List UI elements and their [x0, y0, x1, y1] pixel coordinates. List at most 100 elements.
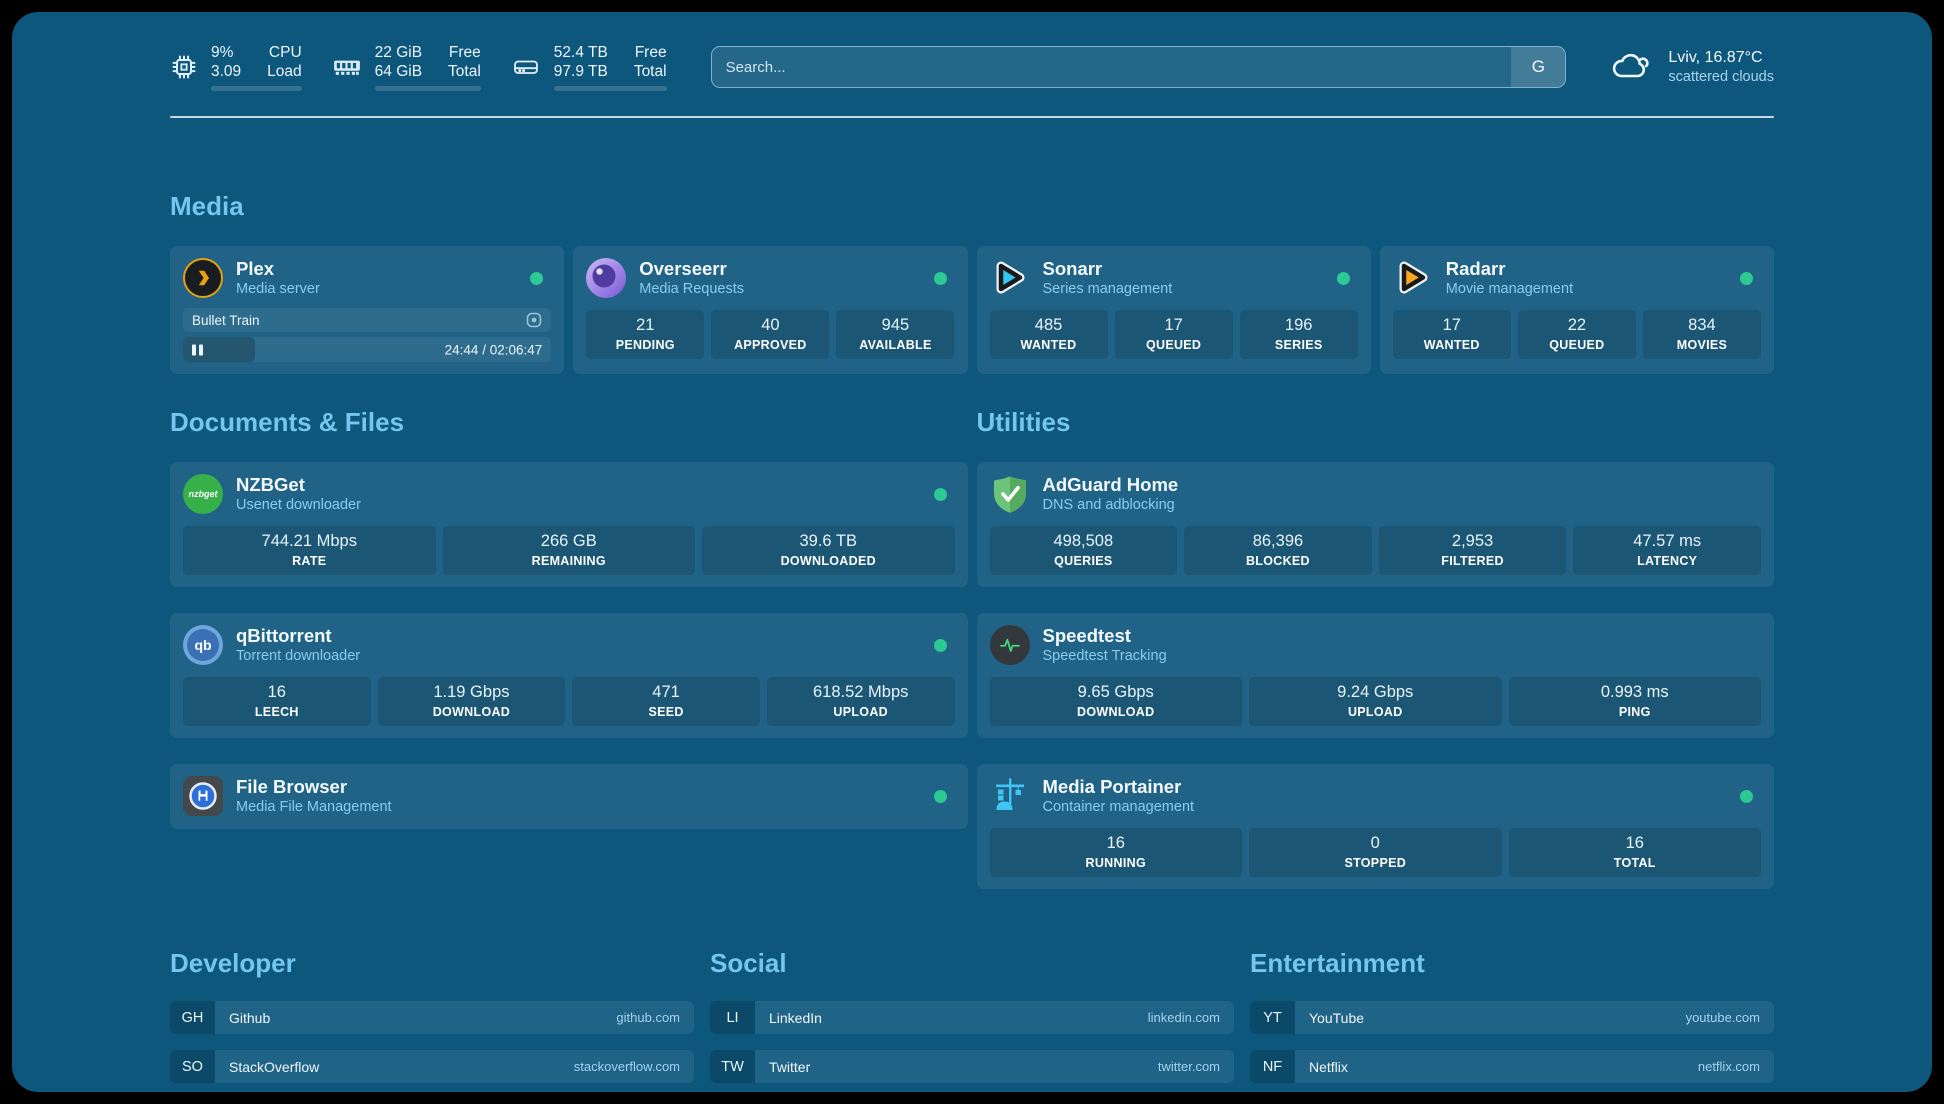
bookmark-name: LinkedIn [769, 1009, 822, 1026]
stat-box: 0.993 ms PING [1508, 677, 1761, 726]
stat-box: 618.52 Mbps UPLOAD [766, 677, 955, 726]
status-dot [933, 271, 947, 285]
sonarr-icon [990, 258, 1030, 298]
search-input[interactable] [711, 58, 1512, 76]
dashboard-panel: 9% 3.09 CPU Load [12, 12, 1932, 1092]
bookmark-stackoverflow[interactable]: SO StackOverflow stackoverflow.com [170, 1050, 694, 1083]
bookmark-abbr: GH [170, 1001, 215, 1034]
section-title-entertainment: Entertainment [1250, 948, 1425, 978]
card-qbittorrent[interactable]: qb qBittorrent Torrent downloader 16 [170, 613, 968, 738]
bookmark-name: YouTube [1309, 1009, 1365, 1026]
status-dot [1336, 271, 1350, 285]
card-subtitle: Series management [1042, 281, 1173, 297]
bookmark-linkedin[interactable]: LI LinkedIn linkedin.com [710, 1001, 1234, 1034]
adguard-icon [990, 474, 1030, 514]
card-subtitle: Movie management [1445, 281, 1574, 297]
search-bar: G [710, 46, 1567, 88]
card-title: NZBGet [236, 474, 305, 495]
status-dot [1740, 789, 1753, 803]
topbar-divider [170, 116, 1774, 118]
status-dot [933, 487, 947, 501]
stat-box: 1.19 Gbps DOWNLOAD [377, 677, 566, 726]
section-title-developer: Developer [170, 948, 296, 978]
cpu-icon [170, 53, 198, 81]
card-title: Overseerr [639, 258, 727, 279]
card-speedtest[interactable]: Speedtest Speedtest Tracking 9.65 Gbps D… [976, 613, 1774, 738]
bookmark-twitter[interactable]: TW Twitter twitter.com [710, 1050, 1234, 1083]
pause-icon[interactable] [192, 344, 203, 355]
speedtest-icon [989, 625, 1030, 665]
filebrowser-icon [183, 776, 223, 816]
memory-total-value: 64 GiB [374, 63, 423, 80]
stat-box: 485 WANTED [989, 310, 1108, 359]
bookmark-abbr: SO [170, 1050, 215, 1083]
stat-box: 266 GB REMAINING [442, 526, 695, 575]
card-adguard[interactable]: AdGuard Home DNS and adblocking 498,508 … [976, 462, 1774, 587]
stat-box: 0 STOPPED [1249, 828, 1502, 877]
card-plex[interactable]: Plex Media server Bullet Train [170, 246, 565, 374]
nzbget-icon: nzbget [183, 474, 223, 514]
bookmark-netflix[interactable]: NF Netflix netflix.com [1250, 1050, 1774, 1083]
playback-progress-bar[interactable]: 24:44 / 02:06:47 [183, 337, 552, 362]
bookmark-name: StackOverflow [229, 1058, 320, 1075]
bookmark-abbr: TW [710, 1050, 755, 1083]
weather-condition: scattered clouds [1668, 69, 1774, 85]
bookmark-url: github.com [616, 1010, 680, 1025]
card-title: File Browser [236, 776, 348, 797]
stat-box: 40 APPROVED [711, 310, 830, 359]
bookmark-abbr: NF [1250, 1050, 1295, 1083]
plex-icon [183, 258, 223, 298]
bookmark-youtube[interactable]: YT YouTube youtube.com [1250, 1001, 1774, 1034]
section-title-media: Media [170, 191, 244, 221]
stat-box: 17 QUEUED [1114, 310, 1233, 359]
status-dot [530, 271, 544, 285]
card-title: qBittorrent [236, 625, 332, 646]
disk-total-label: Total [633, 63, 667, 80]
bookmark-name: Netflix [1309, 1058, 1348, 1075]
disk-icon [511, 55, 541, 79]
card-portainer[interactable]: Media Portainer Container management 16 … [976, 764, 1774, 889]
search-provider-button[interactable]: G [1511, 47, 1566, 87]
weather-location-temp: Lviv, 16.87°C [1668, 49, 1763, 66]
card-nzbget[interactable]: nzbget NZBGet Usenet downloader 744.21 M… [170, 462, 968, 587]
card-subtitle: Media Requests [639, 281, 745, 297]
disk-progress-bar [553, 86, 667, 91]
section-title-social: Social [710, 948, 787, 978]
now-playing-title: Bullet Train [192, 312, 260, 328]
status-dot [1740, 271, 1753, 285]
cpu-usage-value: 9% [211, 44, 234, 61]
section-title-documents: Documents & Files [170, 407, 405, 437]
qbittorrent-icon: qb [183, 625, 223, 665]
memory-total-label: Total [448, 63, 481, 80]
card-title: Media Portainer [1042, 776, 1182, 797]
stat-box: 9.24 Gbps UPLOAD [1249, 677, 1502, 726]
card-title: Sonarr [1042, 258, 1103, 279]
bookmark-url: twitter.com [1157, 1059, 1220, 1074]
memory-free-label: Free [448, 44, 481, 61]
stat-box: 2,953 FILTERED [1378, 526, 1567, 575]
card-title: Speedtest [1042, 625, 1131, 646]
card-title: Plex [236, 258, 275, 279]
stat-box: 16 TOTAL [1508, 828, 1761, 877]
section-title-utilities: Utilities [976, 407, 1071, 437]
bookmark-name: Github [229, 1009, 271, 1026]
card-sonarr[interactable]: Sonarr Series management 485 WANTED 17 Q… [976, 246, 1371, 374]
cpu-usage-label: CPU [268, 44, 302, 61]
card-radarr[interactable]: Radarr Movie management 17 WANTED 22 QUE… [1379, 246, 1774, 374]
weather-widget: Lviv, 16.87°C scattered clouds [1608, 47, 1774, 88]
card-subtitle: Usenet downloader [236, 497, 361, 513]
radarr-icon [1393, 258, 1433, 298]
stat-box: 196 SERIES [1239, 310, 1358, 359]
stat-box: 17 WANTED [1392, 310, 1511, 359]
bookmark-name: Twitter [769, 1058, 811, 1075]
playback-settings-icon[interactable] [526, 312, 542, 328]
card-overseerr[interactable]: Overseerr Media Requests 21 PENDING 40 A… [573, 246, 968, 374]
card-filebrowser[interactable]: File Browser Media File Management [170, 764, 968, 829]
status-dot [933, 789, 947, 803]
bookmark-github[interactable]: GH Github github.com [170, 1001, 694, 1034]
card-subtitle: DNS and adblocking [1042, 497, 1175, 513]
stat-box: 86,396 BLOCKED [1184, 526, 1372, 575]
disk-widget: 52.4 TB 97.9 TB Free Total [511, 43, 667, 91]
memory-widget: 22 GiB 64 GiB Free Total [332, 43, 481, 91]
stat-box: 47.57 ms LATENCY [1573, 526, 1761, 575]
